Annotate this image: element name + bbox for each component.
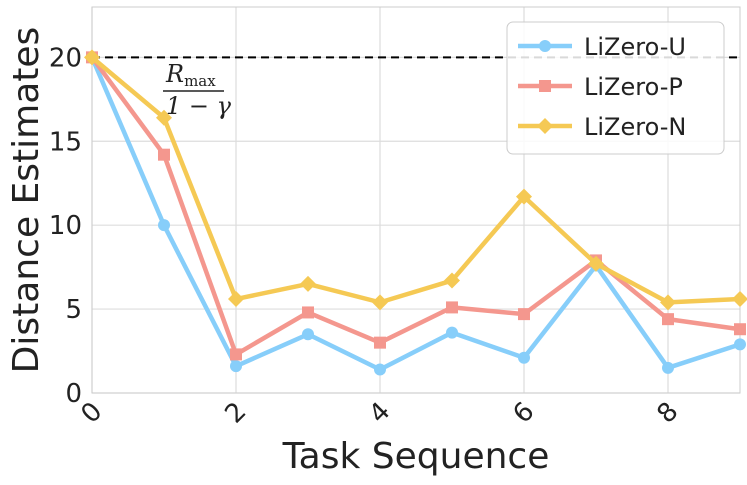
x-tick-label: 6 bbox=[508, 397, 541, 430]
series-line bbox=[89, 55, 743, 357]
data-point bbox=[518, 351, 530, 364]
data-point bbox=[300, 275, 316, 292]
data-point bbox=[374, 363, 386, 376]
y-tick-label: 0 bbox=[65, 379, 82, 409]
annotation-rmax: Rmax 1 − γ bbox=[163, 60, 232, 120]
legend-swatch-marker bbox=[539, 80, 551, 92]
data-point bbox=[444, 272, 460, 289]
legend-swatch-marker bbox=[539, 40, 551, 52]
series-line bbox=[89, 55, 743, 372]
plot-area-frame bbox=[91, 6, 741, 394]
legend-item: LiZero-U bbox=[518, 33, 686, 61]
legend-item: LiZero-P bbox=[518, 73, 683, 101]
data-point bbox=[662, 361, 674, 374]
data-point bbox=[302, 328, 314, 341]
y-tick-label: 20 bbox=[49, 43, 82, 73]
annotation-numerator: Rmax bbox=[165, 60, 216, 90]
series-lizero-n bbox=[84, 49, 747, 311]
x-tick-label: 8 bbox=[652, 397, 685, 430]
data-point bbox=[230, 348, 242, 361]
data-point bbox=[158, 219, 170, 232]
data-point bbox=[446, 301, 458, 314]
series-lizero-p bbox=[86, 51, 746, 361]
y-tick-label: 5 bbox=[65, 295, 82, 325]
legend-label: LiZero-U bbox=[584, 33, 686, 61]
data-point bbox=[228, 291, 244, 308]
data-point bbox=[158, 148, 170, 161]
legend: LiZero-U LiZero-P LiZero-N bbox=[506, 21, 725, 155]
y-tick-label: 10 bbox=[49, 211, 82, 241]
x-tick-label: 2 bbox=[220, 397, 253, 430]
data-point bbox=[662, 313, 674, 326]
legend-label: LiZero-P bbox=[584, 73, 683, 101]
series-line bbox=[89, 55, 743, 305]
data-point bbox=[374, 336, 386, 349]
data-point bbox=[734, 338, 746, 351]
annotation-denominator: 1 − γ bbox=[166, 92, 232, 120]
data-point bbox=[156, 109, 172, 126]
data-point bbox=[302, 306, 314, 319]
data-point bbox=[734, 323, 746, 336]
legend-box bbox=[506, 21, 725, 155]
data-point bbox=[732, 291, 747, 308]
data-point bbox=[372, 294, 388, 311]
data-point bbox=[446, 326, 458, 339]
y-axis-title: Distance Estimates bbox=[6, 27, 47, 374]
data-point bbox=[518, 308, 530, 321]
x-axis-title: Task Sequence bbox=[282, 436, 550, 477]
legend-swatch-marker bbox=[537, 118, 553, 134]
x-tick-label: 4 bbox=[364, 397, 397, 430]
y-tick-label: 15 bbox=[49, 127, 82, 157]
y-tick-labels: 0 5 10 15 20 bbox=[49, 43, 82, 409]
data-point bbox=[230, 360, 242, 373]
legend-label: LiZero-N bbox=[584, 113, 686, 141]
data-point bbox=[660, 294, 676, 311]
data-point bbox=[516, 188, 532, 205]
data-point bbox=[84, 49, 100, 66]
legend-item: LiZero-N bbox=[518, 113, 686, 141]
data-point bbox=[588, 255, 604, 272]
series-group bbox=[84, 49, 747, 376]
